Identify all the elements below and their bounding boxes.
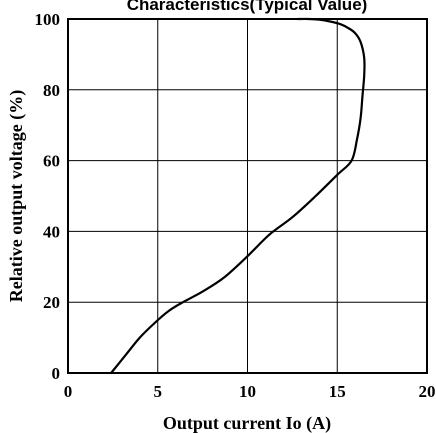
- x-tick-label: 10: [239, 382, 256, 401]
- x-tick-label: 20: [419, 382, 436, 401]
- plot-frame: [67, 18, 428, 374]
- y-tick-labels: 0 20 40 60 80 100: [35, 10, 61, 383]
- grid: [67, 18, 428, 374]
- y-tick-label: 60: [43, 152, 60, 171]
- y-tick-label: 80: [43, 81, 60, 100]
- x-axis-label: Output current Io (A): [163, 413, 331, 433]
- y-tick-label: 20: [43, 293, 60, 312]
- y-axis-label: Relative output voltage (%): [6, 90, 27, 302]
- x-tick-labels: 0 5 10 15 20: [64, 382, 436, 401]
- x-tick-label: 15: [329, 382, 346, 401]
- y-tick-label: 40: [43, 222, 60, 241]
- series-line: [110, 17, 366, 375]
- chart-title: Characteristics(Typical Value): [127, 0, 368, 14]
- y-tick-label: 100: [35, 10, 61, 29]
- x-tick-label: 0: [64, 382, 73, 401]
- y-tick-label: 0: [52, 364, 61, 383]
- x-tick-label: 5: [154, 382, 163, 401]
